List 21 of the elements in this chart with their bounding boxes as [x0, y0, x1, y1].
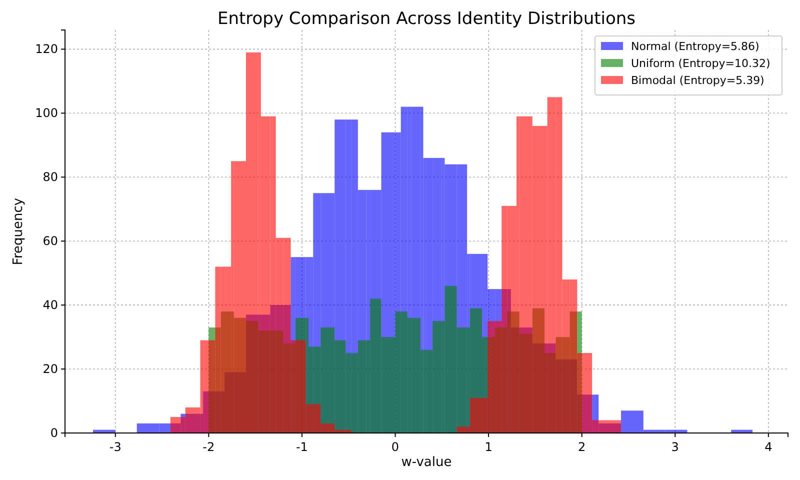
x-tick-label: -1: [296, 440, 308, 454]
x-axis-title: w-value: [401, 455, 452, 470]
chart-title: Entropy Comparison Across Identity Distributions: [217, 9, 636, 29]
x-tick-label: 4: [764, 440, 772, 454]
legend-label: Bimodal (Entropy=5.39): [631, 74, 764, 87]
y-tick-label: 20: [42, 362, 58, 376]
legend-label: Normal (Entropy=5.86): [631, 40, 760, 53]
y-tick-label: 120: [35, 42, 58, 56]
y-tick-label: 80: [42, 170, 58, 184]
y-tick-label: 100: [35, 106, 58, 120]
y-tick-label: 60: [42, 234, 58, 248]
x-tick-label: -3: [109, 440, 122, 454]
y-tick-label: 40: [42, 298, 58, 312]
y-axis-title: Frequency: [11, 198, 26, 266]
legend-label: Uniform (Entropy=10.32): [631, 57, 770, 70]
y-tick-label: 0: [50, 426, 58, 440]
x-tick-label: 2: [578, 440, 586, 454]
x-tick-label: 1: [484, 440, 492, 454]
x-tick-label: -2: [202, 440, 215, 454]
x-tick-label: 0: [391, 440, 400, 454]
x-tick-label: 3: [671, 440, 679, 454]
